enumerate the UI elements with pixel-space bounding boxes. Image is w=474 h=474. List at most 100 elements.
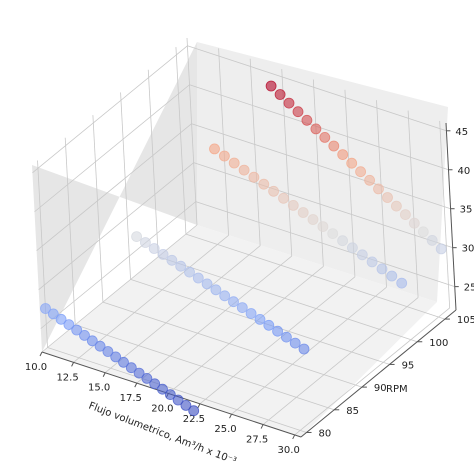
data-point	[366, 256, 378, 268]
z-grid-left	[32, 45, 188, 174]
z-grid-back	[193, 162, 453, 249]
z-tick-label: 30	[462, 244, 474, 255]
data-point	[118, 356, 129, 368]
data-point	[192, 272, 204, 284]
data-point	[289, 337, 301, 349]
x-grid-back	[312, 79, 324, 267]
data-point	[209, 143, 220, 155]
data-point	[238, 164, 250, 176]
data-point	[219, 290, 231, 302]
x-grid-floor	[136, 255, 293, 384]
data-point	[280, 331, 292, 343]
data-point	[386, 270, 398, 282]
data-point	[287, 199, 299, 211]
data-point	[47, 308, 59, 320]
y-grid-floor	[47, 347, 307, 433]
x-grid-back	[376, 100, 387, 288]
data-point	[346, 157, 358, 169]
data-point	[408, 217, 420, 229]
tick-labels: 10.0 12.5 15.0 17.5 20.0 22.5 25.0 27.5 30.0 80 85…	[25, 127, 474, 456]
x-tick-label: 15.0	[88, 383, 110, 394]
x-grid-back	[186, 37, 198, 226]
y-tick-label: 100	[429, 338, 448, 349]
data-point	[382, 192, 393, 203]
data-point	[356, 249, 368, 261]
x-tick-mark	[71, 362, 75, 367]
data-point	[139, 237, 151, 248]
data-point	[364, 174, 376, 186]
x-grid-floor	[294, 307, 450, 436]
x-tick-label: 20.0	[151, 403, 173, 414]
data-point	[417, 226, 429, 238]
y-grid-floor	[158, 256, 418, 343]
data-point	[133, 367, 145, 379]
data-point	[337, 149, 349, 161]
data-point	[399, 209, 411, 221]
data-point	[310, 123, 322, 135]
y-grid-left	[147, 69, 159, 257]
z-tick-label: 45	[455, 127, 468, 138]
data-point	[301, 114, 313, 126]
data-point	[278, 192, 289, 204]
y-grid-left	[175, 47, 187, 235]
data-point	[94, 340, 106, 352]
x-tick-mark	[134, 382, 138, 388]
data-point	[236, 302, 248, 314]
data-point	[188, 405, 200, 417]
z-grid-left	[34, 84, 190, 213]
y-grid-left	[92, 115, 104, 303]
data-point	[148, 243, 160, 254]
data-point	[248, 171, 260, 183]
y-grid-floor	[185, 233, 446, 320]
z-grid-left	[38, 162, 194, 290]
data-point	[131, 231, 143, 243]
data-point	[327, 228, 339, 240]
z-tick-label: 40	[458, 166, 471, 177]
data-point	[172, 394, 184, 406]
data-point	[86, 335, 98, 347]
x-grid-floor	[41, 224, 198, 353]
y-grid-left	[120, 92, 131, 280]
data-point	[283, 97, 295, 109]
data-point	[298, 343, 310, 355]
data-point	[319, 131, 331, 143]
data-point	[125, 362, 137, 374]
x-tick-label: 17.5	[120, 393, 142, 404]
y-tick-label: 85	[346, 406, 359, 417]
x-tick-label: 12.5	[56, 372, 78, 383]
data-point	[218, 150, 230, 162]
data-point	[79, 329, 90, 341]
x-grid-floor	[168, 266, 324, 394]
data-point	[180, 399, 192, 411]
data-point	[265, 80, 277, 92]
gridlines	[32, 37, 455, 436]
data-point	[71, 324, 83, 336]
data-point	[258, 178, 270, 190]
data-point	[355, 166, 367, 178]
y-grid-floor	[102, 301, 363, 388]
data-point	[317, 221, 329, 233]
x-tick-mark	[197, 403, 201, 409]
y-axis-label: RPM	[386, 384, 408, 395]
data-point	[272, 325, 284, 337]
data-point	[228, 157, 240, 169]
x-tick-mark	[229, 413, 232, 419]
z-grid-left	[40, 201, 197, 329]
x-grid-floor	[262, 297, 419, 425]
data-point	[254, 313, 266, 325]
y-tick-label: 80	[319, 428, 332, 439]
x-tick-label: 30.0	[278, 445, 300, 456]
x-grid-back	[281, 69, 293, 257]
data-point	[376, 263, 388, 275]
y-axis-line	[300, 309, 457, 438]
z-grid-left	[36, 123, 192, 252]
data-point	[307, 214, 319, 225]
data-point	[274, 89, 286, 100]
z-grid-back	[187, 45, 447, 132]
y-tick-label: 95	[402, 360, 415, 371]
z-grid-back	[191, 123, 451, 210]
x-tick-mark	[260, 424, 264, 429]
x-tick-label: 22.5	[183, 414, 205, 425]
data-point	[175, 260, 187, 272]
data-point	[396, 277, 408, 289]
